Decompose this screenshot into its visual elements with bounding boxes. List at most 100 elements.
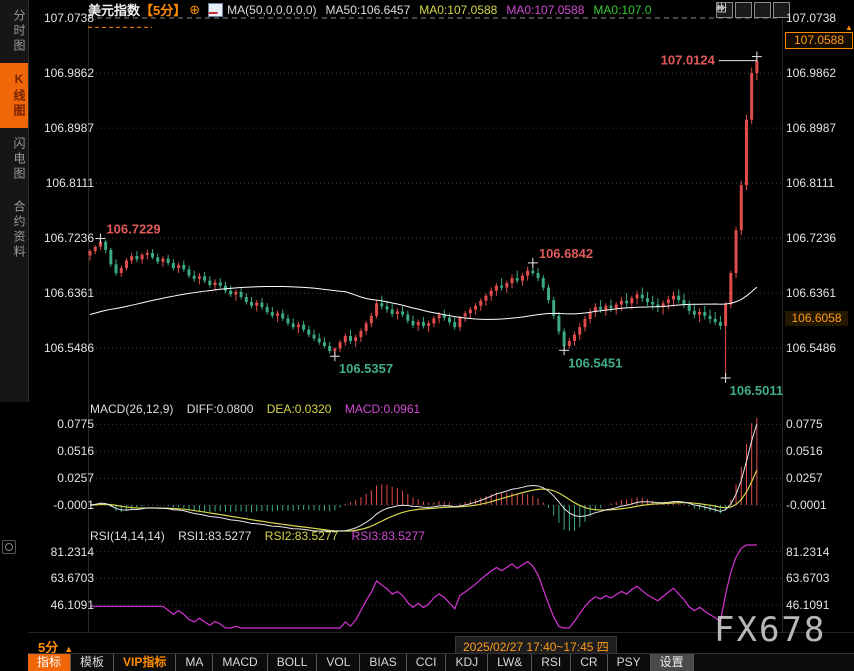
sidebar-tab-K线图[interactable]: K线图 — [0, 63, 28, 128]
panel-separator — [28, 632, 854, 633]
rsi2-value: RSI2:83.5277 — [264, 529, 339, 543]
price-axis-label-left: 107.0738 — [43, 11, 94, 25]
footer-tab-BIAS[interactable]: BIAS — [360, 654, 407, 671]
footer-tab-MACD[interactable]: MACD — [213, 654, 268, 671]
add-indicator-icon[interactable]: ⊕ — [189, 1, 201, 17]
extreme-price-label: 106.5011 — [730, 383, 784, 398]
footer-tab-KDJ[interactable]: KDJ — [446, 654, 489, 671]
price-axis-label-left: 106.8111 — [45, 176, 94, 191]
price-axis-label-left: 106.7236 — [43, 231, 94, 246]
macd-dea-value: DEA:0.0320 — [266, 402, 332, 416]
last-price-tag: 106.6058 — [785, 311, 848, 326]
macd-diff-value: DIFF:0.0800 — [186, 402, 254, 416]
ma0-green-value: MA0:107.0 — [593, 2, 652, 17]
footer-tab-VIP指标[interactable]: VIP指标 — [114, 654, 177, 671]
chart-type-icon[interactable] — [208, 2, 224, 17]
macd-axis-label-left: 0.0775 — [57, 417, 94, 432]
period-up-arrow: ▲ — [64, 644, 74, 654]
macd-axis-label-left: -0.0001 — [53, 498, 94, 513]
candles-layer — [88, 56, 759, 378]
macd-axis-label-right: 0.0775 — [786, 417, 823, 432]
price-axis-label-right: 106.7236 — [786, 231, 837, 246]
rsi-title: RSI(14,14,14) — [90, 529, 165, 543]
ma0-yellow-value: MA0:107.0588 — [419, 2, 498, 17]
footer-tab-CR[interactable]: CR — [571, 654, 608, 671]
rsi3-value: RSI3:83.5277 — [351, 529, 425, 543]
ma-settings-label: MA(50,0,0,0,0,0) — [227, 2, 317, 17]
extreme-price-label: 106.6842 — [539, 246, 593, 261]
extreme-price-label: 106.5451 — [568, 355, 622, 370]
ma0-magenta-value: MA0:107.0588 — [506, 2, 585, 17]
rsi-axis-label-right: 81.2314 — [786, 544, 830, 559]
plot-left-border — [88, 18, 89, 632]
chart-header: 美元指数 【5分】 ⊕ MA(50,0,0,0,0,0) MA50:106.64… — [88, 1, 652, 19]
footer-tab-PSY[interactable]: PSY — [608, 654, 651, 671]
rsi-axis-label-left: 81.2314 — [50, 544, 94, 559]
macd-axis-label-left: 0.0516 — [57, 444, 94, 459]
macd-axis-label-right: 0.0257 — [786, 471, 823, 486]
footer-tab-MA[interactable]: MA — [176, 654, 214, 671]
sidebar-tab-闪电图[interactable]: 闪电图 — [12, 137, 26, 182]
rsi-layer — [90, 544, 757, 629]
time-tooltip: 2025/02/27 17:40~17:45 四 — [455, 636, 617, 657]
pan-icon[interactable] — [716, 2, 733, 18]
sidebar-tab-分时图[interactable]: 分时图 — [12, 9, 26, 54]
footer-tab-VOL[interactable]: VOL — [317, 654, 361, 671]
macd-header: MACD(26,12,9) DIFF:0.0800 DEA:0.0320 MAC… — [90, 402, 420, 416]
instrument-title: 美元指数 — [88, 3, 141, 18]
rsi-axis-label-left: 46.1091 — [50, 598, 94, 612]
shift-right-icon[interactable] — [717, 2, 771, 18]
annotations-layer: 106.7229 106.5357 106.6842 106.5451 107.0124… — [95, 51, 784, 398]
rsi-axis-label-right: 46.1091 — [786, 598, 830, 612]
period-selector[interactable]: 5分 ▲ — [38, 637, 73, 656]
rsi-axis-label-left: 63.6703 — [50, 571, 94, 586]
rsi-line — [90, 544, 757, 629]
price-axis-label-right: 107.0738 — [786, 11, 837, 25]
extreme-price-label: 106.7229 — [106, 222, 160, 237]
price-axis-label-right: 106.8987 — [786, 121, 837, 136]
current-price-box: 107.0588 — [785, 32, 853, 49]
left-sidebar: 分时图 K线图闪电图合约资料 — [0, 0, 29, 402]
macd-axis-label-left: 0.0257 — [57, 471, 94, 486]
footer-tab-RSI[interactable]: RSI — [532, 654, 572, 671]
price-axis-label-left: 106.5486 — [43, 341, 94, 356]
gridlines-layer — [88, 17, 781, 606]
extreme-price-label: 107.0124 — [661, 53, 716, 68]
footer-tab-CCI[interactable]: CCI — [407, 654, 447, 671]
goto-latest-icon[interactable] — [717, 2, 790, 18]
footer-tab-模板[interactable]: 模板 — [71, 654, 115, 671]
chart-toolbar — [716, 2, 790, 18]
watermark: FX678 — [714, 610, 827, 650]
price-axis-label-right: 106.8111 — [786, 176, 835, 191]
macd-axis-label-right: -0.0001 — [786, 498, 827, 513]
diff-line — [89, 423, 758, 532]
panel-cycle-icon[interactable] — [2, 540, 16, 554]
period-selector-label: 5分 — [38, 640, 59, 655]
price-up-arrow: ▲ — [845, 23, 853, 32]
price-axis-label-right: 106.9862 — [786, 66, 837, 81]
macd-layer — [89, 418, 758, 532]
footer-tab-BOLL[interactable]: BOLL — [268, 654, 318, 671]
price-axis-label-right: 106.6361 — [786, 286, 837, 301]
ma50-value: MA50:106.6457 — [325, 2, 411, 17]
price-axis-label-left: 106.6361 — [43, 286, 94, 301]
dea-line — [89, 469, 758, 532]
macd-title: MACD(26,12,9) — [90, 402, 174, 416]
rsi-header: RSI(14,14,14) RSI1:83.5277 RSI2:83.5277 … — [90, 529, 425, 543]
footer-tab-设置[interactable]: 设置 — [650, 654, 694, 671]
footer-tab-指标[interactable]: 指标 — [28, 654, 72, 671]
footer-tab-LW&[interactable]: LW& — [488, 654, 533, 671]
period-badge[interactable]: 【5分】 — [140, 3, 187, 18]
macd-macd-value: MACD:0.0961 — [344, 402, 421, 416]
extreme-price-label: 106.5357 — [339, 361, 393, 376]
ma50-line — [89, 285, 758, 320]
macd-axis-label-right: 0.0516 — [786, 444, 823, 459]
sidebar-tab-合约资料[interactable]: 合约资料 — [12, 200, 26, 260]
indicator-tab-bar: 指标 模板 VIP指标 MA MACD BOLL VOL BIAS CCI KDJ LW& RSI CR… — [28, 653, 854, 671]
rsi1-value: RSI1:83.5277 — [178, 529, 252, 543]
plot-right-border — [782, 18, 783, 632]
rsi-axis-label-right: 63.6703 — [786, 571, 830, 586]
price-axis-label-left: 106.9862 — [43, 66, 94, 81]
